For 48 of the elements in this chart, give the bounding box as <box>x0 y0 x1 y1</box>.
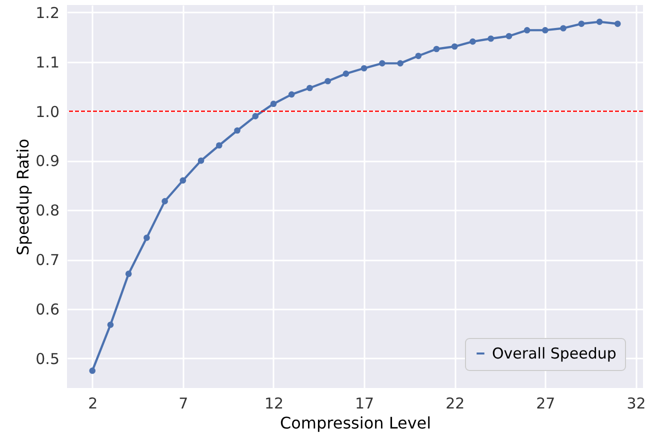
x-tick-label: 17 <box>355 394 374 412</box>
point <box>270 100 277 107</box>
point <box>433 46 440 52</box>
point <box>288 91 295 98</box>
point <box>198 158 204 164</box>
y-tick-label: 1.1 <box>36 53 60 72</box>
x-tick-label: 12 <box>264 394 284 412</box>
point <box>180 177 186 184</box>
point <box>360 65 368 72</box>
point <box>234 127 240 134</box>
point <box>524 27 530 34</box>
point <box>342 70 350 77</box>
point <box>596 18 603 25</box>
point <box>415 52 422 60</box>
point <box>379 60 386 66</box>
y-tick-label: 1.0 <box>36 102 60 121</box>
point <box>614 20 621 27</box>
y-tick-label: 0.9 <box>36 152 60 170</box>
point <box>542 27 548 34</box>
point <box>162 198 168 204</box>
point <box>89 368 96 374</box>
point <box>578 20 585 27</box>
point <box>107 322 114 328</box>
y-tick-label: 0.7 <box>36 251 60 270</box>
x-tick-label: 2 <box>88 394 98 412</box>
x-tick-label: 7 <box>178 394 188 412</box>
x-tick-label: 32 <box>626 394 646 412</box>
y-axis-title: Speedup Ratio <box>14 138 33 256</box>
point <box>470 38 476 45</box>
point <box>306 84 313 92</box>
point <box>125 270 132 277</box>
point <box>324 78 331 84</box>
point <box>488 35 494 42</box>
point <box>216 142 222 149</box>
point <box>397 60 404 66</box>
y-tick-label: 0.8 <box>36 202 60 220</box>
x-tick-label: 22 <box>446 394 465 412</box>
point <box>451 43 458 50</box>
y-tick-label: 0.5 <box>36 350 60 368</box>
x-tick-label: 27 <box>536 394 556 412</box>
point <box>252 113 259 120</box>
x-axis-title: Compression Level <box>280 414 432 432</box>
y-tick-label: 1.2 <box>36 4 60 22</box>
point <box>506 32 512 40</box>
point <box>144 234 150 241</box>
point <box>560 25 566 32</box>
y-tick-label: 0.6 <box>36 300 60 318</box>
legend-label: Overall Speedup <box>492 344 616 362</box>
